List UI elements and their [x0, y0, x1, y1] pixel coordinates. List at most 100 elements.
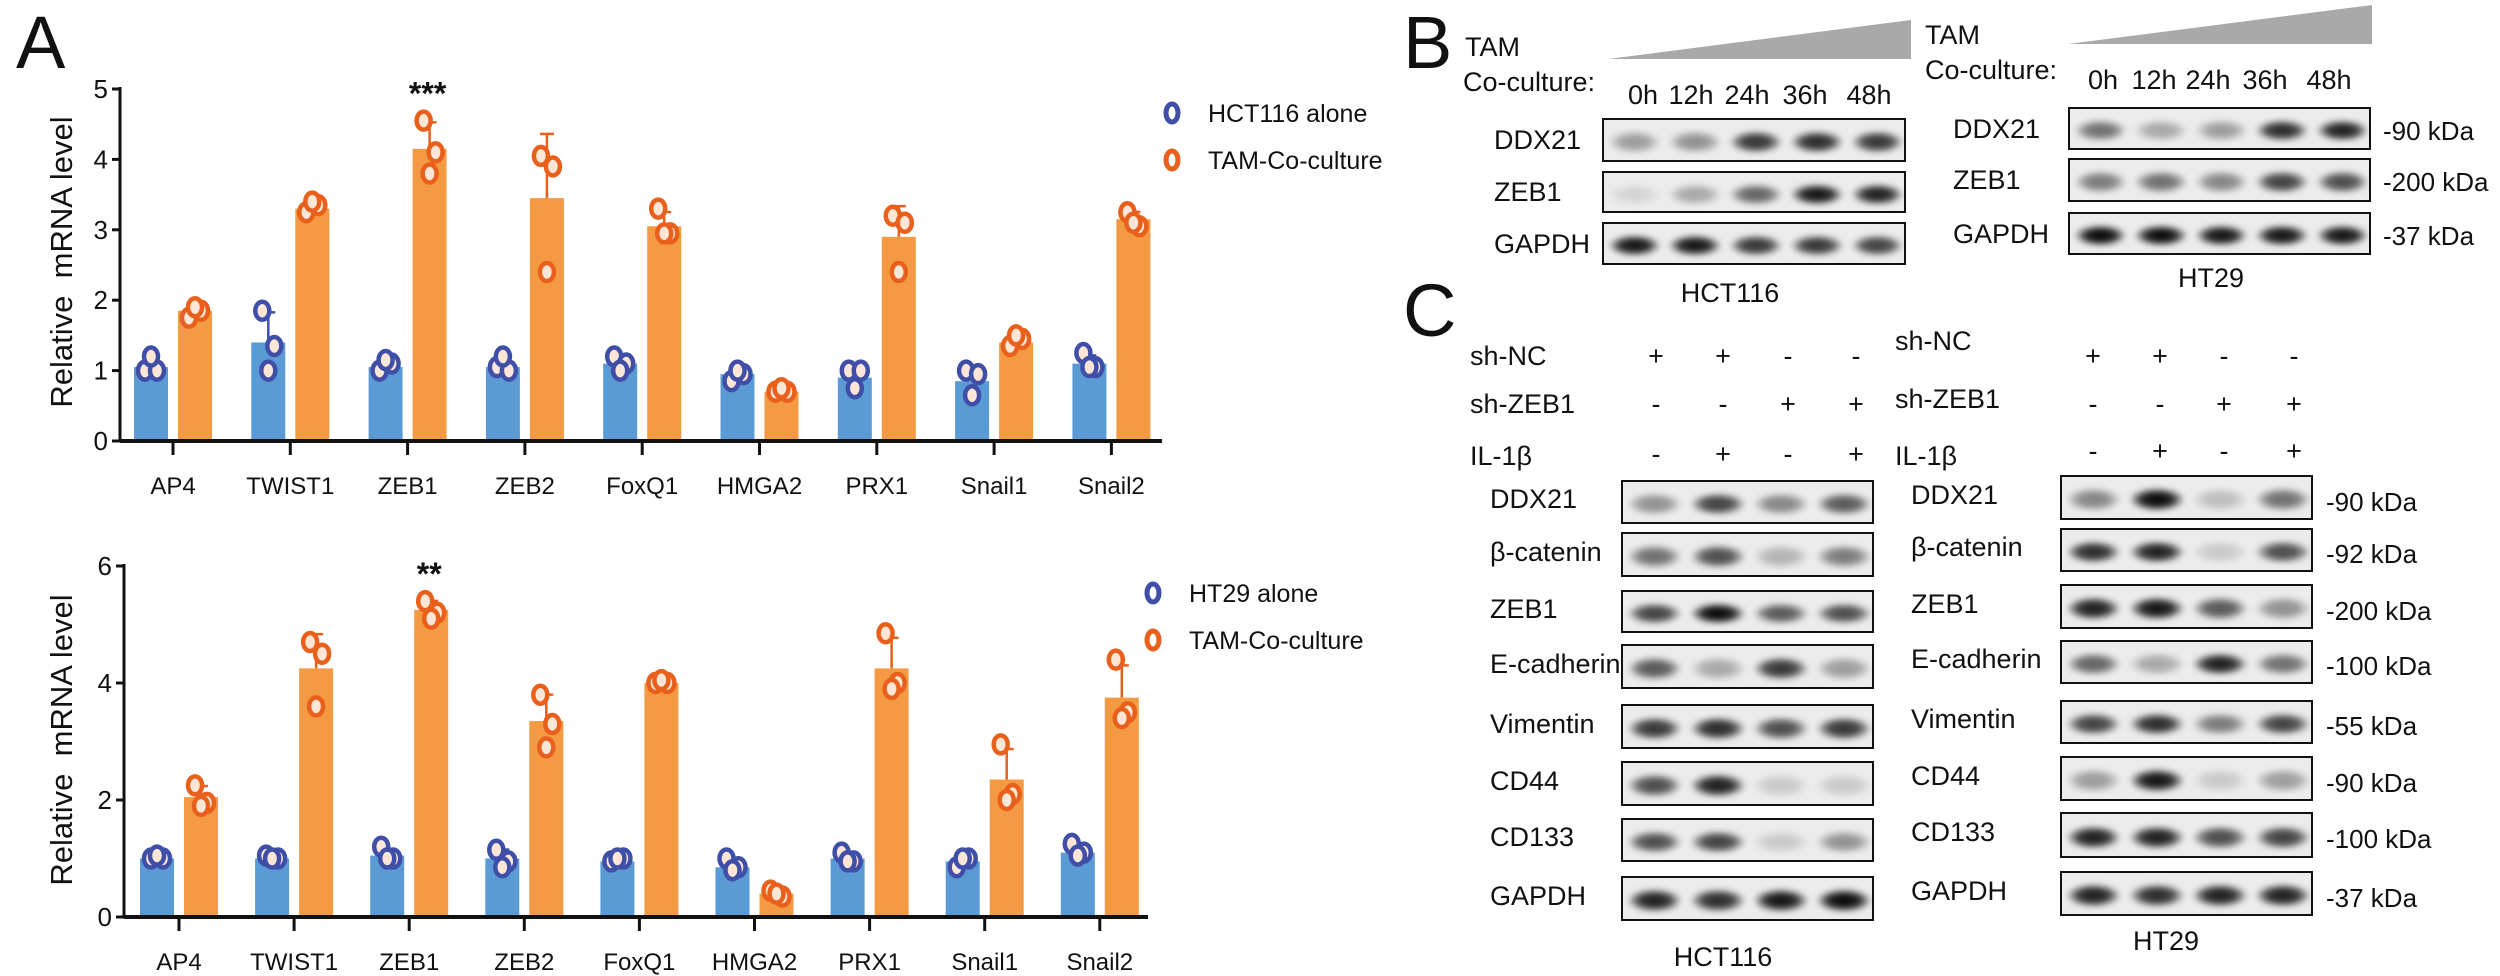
blot-band	[2129, 488, 2184, 511]
condition-sign: +	[1715, 341, 1731, 371]
protein-label: β-catenin	[1490, 536, 1602, 567]
data-point	[259, 359, 278, 382]
y-tick-label: 2	[98, 785, 112, 815]
molecular-weight-label: -200 kDa	[2326, 595, 2432, 626]
blot-band	[1754, 774, 1808, 797]
y-axis-label: Relative mRNA level	[44, 116, 79, 407]
condition-label: IL-1β	[1470, 441, 1533, 471]
x-tick-label: Snail2	[1066, 949, 1133, 976]
blot-band	[2193, 884, 2247, 907]
blot-band	[2256, 825, 2311, 849]
blot-band	[1817, 493, 1872, 515]
bar-tam-co-culture-zeb1	[412, 148, 447, 441]
protein-label: CD44	[1490, 765, 1560, 796]
protein-label: DDX21	[1953, 113, 2041, 144]
y-tick-label: 1	[94, 356, 108, 386]
western-blot-vimentin	[2060, 700, 2313, 744]
blot-band	[1754, 602, 1808, 625]
data-point	[265, 334, 284, 358]
data-point	[531, 144, 551, 168]
blot-band	[2193, 653, 2247, 675]
protein-label: Vimentin	[1490, 708, 1595, 739]
protein-label: DDX21	[1490, 484, 1578, 514]
legend-marker	[1163, 148, 1181, 172]
data-point	[968, 362, 988, 386]
x-tick-label: Snail2	[1078, 473, 1145, 500]
blot-band	[1690, 545, 1745, 568]
data-point	[652, 668, 671, 692]
condition-sign: +	[2286, 436, 2302, 466]
condition-sign: -	[2289, 341, 2299, 371]
blot-band	[1669, 234, 1722, 257]
bar-tam-co-culture-snail1	[999, 342, 1034, 441]
protein-label: GAPDH	[1911, 875, 2008, 906]
x-tick-label: Snail1	[961, 473, 1028, 500]
condition-sign: -	[1851, 341, 1861, 371]
bar-tam-co-culture-foxq1	[647, 226, 682, 441]
legend-label: HT29 alone	[1189, 580, 1318, 608]
timepoint-label: 0h	[1627, 80, 1659, 110]
data-point	[991, 733, 1010, 756]
blot-band	[1627, 774, 1682, 797]
y-tick-label: 0	[94, 426, 108, 456]
bar-ht29-alone-foxq1	[600, 861, 635, 917]
blot-band	[2129, 653, 2184, 675]
condition-label: IL-1β	[1895, 441, 1958, 471]
protein-label: CD44	[1911, 760, 1981, 791]
blot-band	[2316, 171, 2369, 193]
x-tick-label: Snail1	[951, 949, 1018, 976]
condition-sign: -	[1718, 389, 1728, 419]
protein-label: β-catenin	[1911, 532, 2023, 562]
bar-tam-co-culture-zeb2	[529, 198, 564, 441]
x-tick-label: ZEB2	[494, 949, 554, 976]
blot-band	[2195, 224, 2248, 247]
data-point	[1006, 324, 1026, 347]
data-point	[876, 622, 895, 645]
condition-sign: +	[1848, 389, 1864, 419]
condition-sign: +	[2286, 389, 2302, 419]
protein-label: DDX21	[1911, 479, 1999, 510]
bar-ht29-alone-ap4	[140, 858, 174, 917]
protein-label: GAPDH	[1494, 228, 1591, 259]
protein-label: E-cadherin	[1911, 644, 2042, 674]
y-tick-label: 0	[98, 902, 112, 932]
blot-band	[2256, 597, 2311, 620]
blot-band	[2129, 541, 2184, 563]
blot-band	[1608, 183, 1661, 205]
treatment-label: Co-culture:	[1925, 55, 2058, 85]
blot-band	[2074, 224, 2127, 247]
blot-band	[2256, 171, 2308, 193]
blot-band	[2256, 884, 2311, 907]
data-point	[262, 847, 282, 870]
blot-band	[2193, 541, 2247, 563]
western-blot-ddx21	[2060, 475, 2313, 520]
blot-band	[2135, 224, 2187, 247]
condition-sign: -	[2088, 389, 2098, 419]
data-point	[997, 788, 1016, 812]
blot-band	[1669, 183, 1722, 205]
x-tick-label: TWIST1	[250, 949, 338, 976]
data-point	[654, 222, 674, 245]
data-point	[838, 850, 857, 873]
x-tick-label: HMGA2	[717, 473, 802, 500]
blot-band	[1690, 717, 1745, 740]
blot-band	[1690, 831, 1745, 853]
blot-band	[2066, 541, 2121, 563]
condition-sign: -	[1783, 439, 1793, 469]
data-point	[537, 736, 556, 759]
data-point	[962, 383, 982, 407]
y-tick-label: 4	[94, 144, 108, 174]
y-tick-label: 5	[94, 74, 108, 104]
western-blot-zeb1	[1621, 590, 1874, 633]
western-blot-gapdh	[1621, 876, 1874, 921]
protein-label: ZEB1	[1490, 593, 1558, 624]
condition-label: sh-ZEB1	[1895, 384, 2001, 414]
molecular-weight-label: -100 kDa	[2326, 824, 2432, 854]
western-blot-cd44	[1621, 761, 1874, 806]
timepoint-label: 48h	[2306, 65, 2352, 95]
blot-band	[1817, 889, 1872, 912]
western-blot-cd44	[2060, 756, 2313, 801]
blot-band	[1627, 657, 1682, 680]
blot-band	[1754, 717, 1808, 740]
